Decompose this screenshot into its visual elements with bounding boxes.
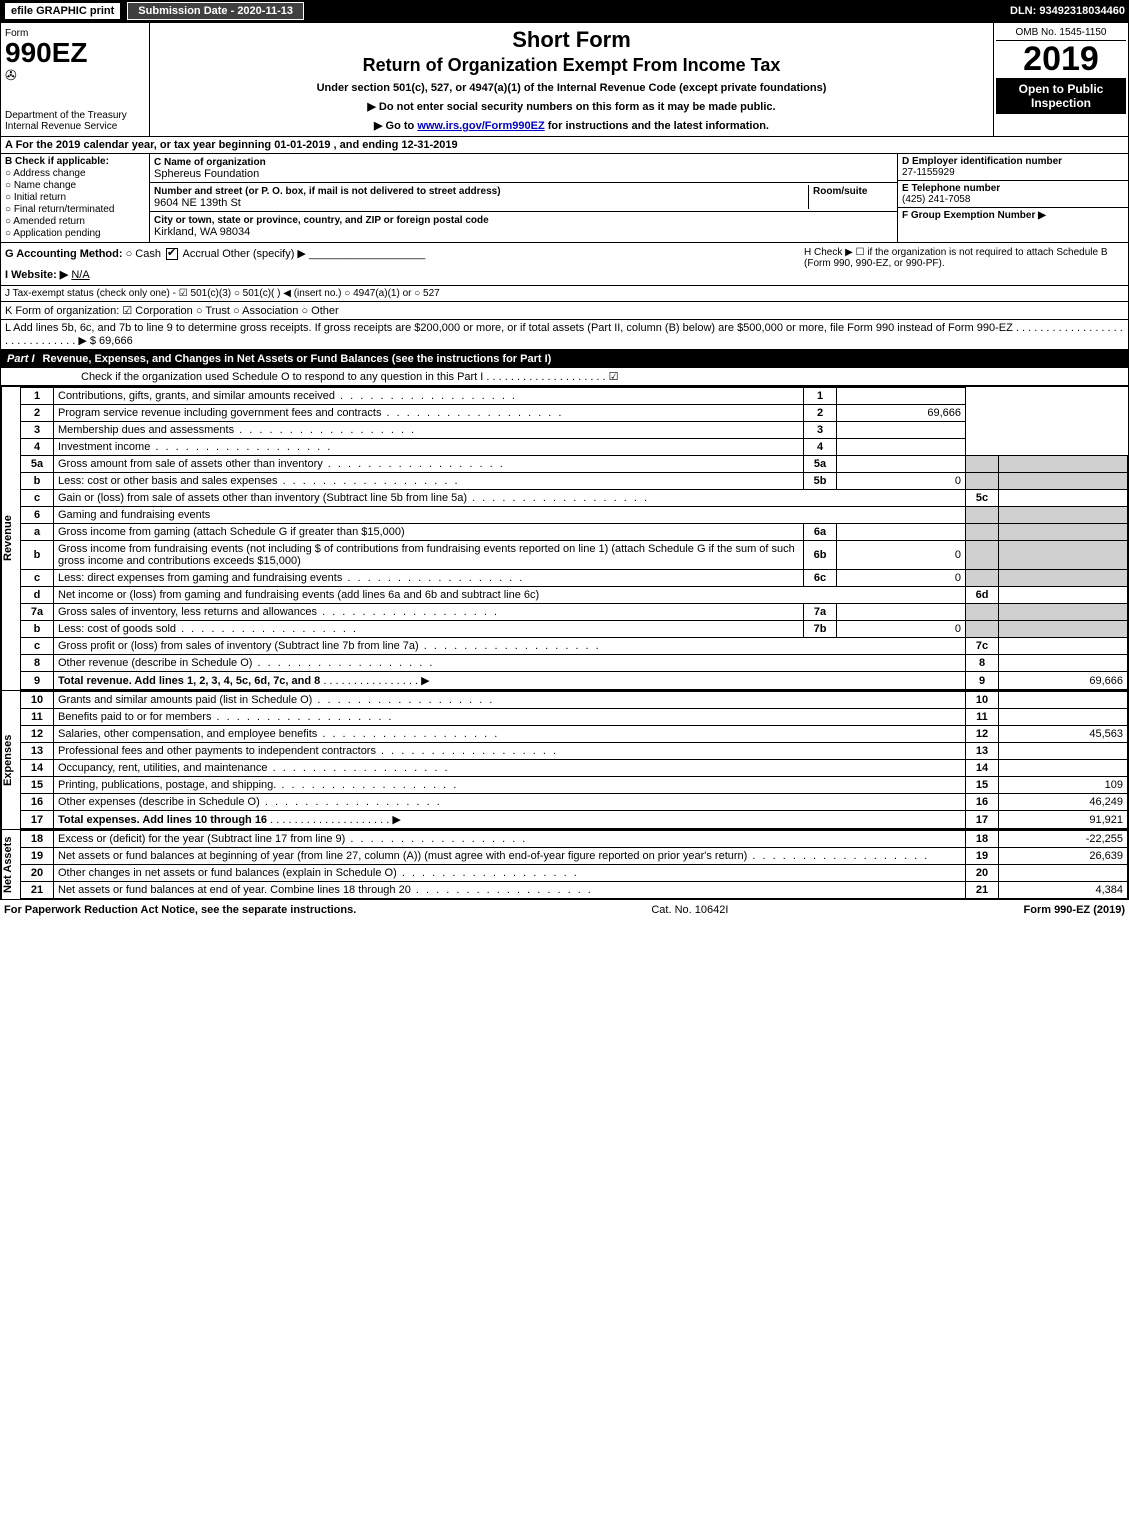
line-7b: bLess: cost of goods sold7b0: [21, 621, 1128, 638]
title-short-form: Short Form: [154, 27, 989, 53]
page-footer: For Paperwork Reduction Act Notice, see …: [0, 900, 1129, 920]
department-label: Department of the Treasury Internal Reve…: [5, 110, 145, 132]
chk-final-return[interactable]: Final return/terminated: [5, 204, 145, 215]
row-a-tax-year: A For the 2019 calendar year, or tax yea…: [1, 137, 1128, 154]
line-7a: 7aGross sales of inventory, less returns…: [21, 604, 1128, 621]
part-1-check: Check if the organization used Schedule …: [1, 368, 1128, 386]
line-6d: dNet income or (loss) from gaming and fu…: [21, 587, 1128, 604]
open-to-public: Open to Public Inspection: [996, 78, 1126, 114]
line-16: 16Other expenses (describe in Schedule O…: [21, 794, 1128, 811]
subtitle-goto: ▶ Go to www.irs.gov/Form990EZ for instru…: [154, 119, 989, 132]
row-h: H Check ▶ ☐ if the organization is not r…: [800, 243, 1128, 285]
dln-label: DLN: 93492318034460: [1010, 5, 1125, 17]
entity-info-block: B Check if applicable: Address change Na…: [1, 154, 1128, 243]
line-4: 4Investment income4: [21, 439, 1128, 456]
revenue-section: Revenue 1Contributions, gifts, grants, a…: [1, 386, 1128, 690]
chk-initial-return[interactable]: Initial return: [5, 192, 145, 203]
line-1: 1Contributions, gifts, grants, and simil…: [21, 388, 1128, 405]
line-13: 13Professional fees and other payments t…: [21, 743, 1128, 760]
line-17: 17Total expenses. Add lines 10 through 1…: [21, 811, 1128, 829]
row-i: I Website: ▶ N/A: [5, 268, 796, 281]
line-7c: cGross profit or (loss) from sales of in…: [21, 638, 1128, 655]
netassets-section: Net Assets 18Excess or (deficit) for the…: [1, 829, 1128, 899]
omb-number: OMB No. 1545-1150: [996, 25, 1126, 41]
line-21: 21Net assets or fund balances at end of …: [21, 882, 1128, 899]
line-10: 10Grants and similar amounts paid (list …: [21, 692, 1128, 709]
chk-name-change[interactable]: Name change: [5, 180, 145, 191]
accrual-checkbox[interactable]: [166, 248, 178, 260]
irs-link[interactable]: www.irs.gov/Form990EZ: [417, 120, 544, 132]
box-c: C Name of organization Sphereus Foundati…: [150, 154, 897, 242]
website-value: N/A: [71, 269, 89, 281]
chk-amended-return[interactable]: Amended return: [5, 216, 145, 227]
line-9: 9Total revenue. Add lines 1, 2, 3, 4, 5c…: [21, 672, 1128, 690]
title-return: Return of Organization Exempt From Incom…: [154, 55, 989, 76]
chk-application-pending[interactable]: Application pending: [5, 228, 145, 239]
line-15: 15Printing, publications, postage, and s…: [21, 777, 1128, 794]
line-6: 6Gaming and fundraising events: [21, 507, 1128, 524]
city-value: Kirkland, WA 98034: [154, 226, 250, 238]
line-14: 14Occupancy, rent, utilities, and mainte…: [21, 760, 1128, 777]
line-6b: bGross income from fundraising events (n…: [21, 541, 1128, 570]
part-1-header: Part I Revenue, Expenses, and Changes in…: [1, 350, 1128, 368]
line-6c: cLess: direct expenses from gaming and f…: [21, 570, 1128, 587]
street-value: 9604 NE 139th St: [154, 197, 241, 209]
footer-cat: Cat. No. 10642I: [356, 904, 1023, 916]
efile-print-button[interactable]: efile GRAPHIC print: [4, 2, 121, 20]
org-name: Sphereus Foundation: [154, 168, 259, 180]
top-bar: efile GRAPHIC print Submission Date - 20…: [0, 0, 1129, 22]
expenses-section: Expenses 10Grants and similar amounts pa…: [1, 690, 1128, 829]
line-12: 12Salaries, other compensation, and empl…: [21, 726, 1128, 743]
row-j: J Tax-exempt status (check only one) - ☑…: [1, 286, 1128, 302]
line-5a: 5aGross amount from sale of assets other…: [21, 456, 1128, 473]
line-2: 2Program service revenue including gover…: [21, 405, 1128, 422]
city-label: City or town, state or province, country…: [154, 215, 489, 226]
tax-year: 2019: [996, 41, 1126, 78]
expenses-side-label: Expenses: [1, 691, 20, 829]
chk-address-change[interactable]: Address change: [5, 168, 145, 179]
line-5b: bLess: cost or other basis and sales exp…: [21, 473, 1128, 490]
revenue-side-label: Revenue: [1, 387, 20, 690]
seal-icon: ✇: [5, 67, 17, 83]
phone-label: E Telephone number: [902, 183, 1000, 194]
ein-label: D Employer identification number: [902, 156, 1062, 167]
netassets-side-label: Net Assets: [1, 830, 20, 899]
gross-receipts-value: $ 69,666: [90, 335, 133, 347]
box-b: B Check if applicable: Address change Na…: [1, 154, 150, 242]
line-8: 8Other revenue (describe in Schedule O)8: [21, 655, 1128, 672]
phone-value: (425) 241-7058: [902, 194, 970, 205]
submission-date-button[interactable]: Submission Date - 2020-11-13: [127, 2, 304, 20]
form-header: Form 990EZ ✇ Department of the Treasury …: [1, 23, 1128, 137]
subtitle-section: Under section 501(c), 527, or 4947(a)(1)…: [154, 82, 989, 94]
street-label: Number and street (or P. O. box, if mail…: [154, 186, 501, 197]
line-11: 11Benefits paid to or for members11: [21, 709, 1128, 726]
footer-left: For Paperwork Reduction Act Notice, see …: [4, 904, 356, 916]
line-6a: aGross income from gaming (attach Schedu…: [21, 524, 1128, 541]
line-5c: cGain or (loss) from sale of assets othe…: [21, 490, 1128, 507]
line-3: 3Membership dues and assessments3: [21, 422, 1128, 439]
row-l: L Add lines 5b, 6c, and 7b to line 9 to …: [1, 320, 1128, 350]
row-g: G Accounting Method: ○ Cash Accrual Othe…: [5, 247, 796, 260]
footer-form: Form 990-EZ (2019): [1024, 904, 1126, 916]
form-number: 990EZ: [5, 37, 88, 68]
row-k: K Form of organization: ☑ Corporation ○ …: [1, 302, 1128, 320]
box-def: D Employer identification number 27-1155…: [897, 154, 1128, 242]
line-19: 19Net assets or fund balances at beginni…: [21, 848, 1128, 865]
form-990ez: Form 990EZ ✇ Department of the Treasury …: [0, 22, 1129, 900]
row-gh: G Accounting Method: ○ Cash Accrual Othe…: [1, 243, 1128, 286]
line-18: 18Excess or (deficit) for the year (Subt…: [21, 831, 1128, 848]
room-label: Room/suite: [813, 186, 867, 197]
org-name-label: C Name of organization: [154, 157, 266, 168]
line-20: 20Other changes in net assets or fund ba…: [21, 865, 1128, 882]
subtitle-ssn-warning: ▶ Do not enter social security numbers o…: [154, 100, 989, 113]
ein-value: 27-1155929: [902, 167, 955, 178]
group-exemption-label: F Group Exemption Number ▶: [902, 210, 1046, 221]
